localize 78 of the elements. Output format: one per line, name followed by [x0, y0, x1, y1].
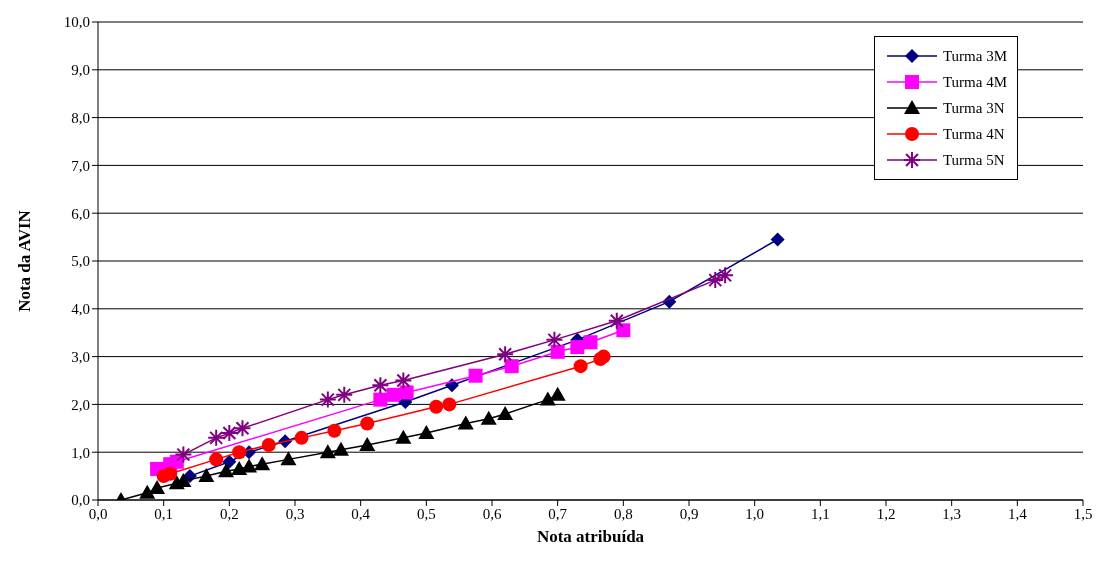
- x-tick-label: 0,2: [219, 505, 239, 522]
- point: [163, 466, 178, 481]
- point: [716, 266, 735, 285]
- x-tick-label: 1,3: [942, 505, 962, 522]
- y-tick-label: 0,0: [71, 492, 90, 509]
- point: [457, 415, 474, 430]
- y-tick-label: 6,0: [71, 205, 90, 222]
- point: [442, 397, 457, 412]
- point: [232, 445, 247, 460]
- x-tick-label: 0,7: [548, 505, 568, 522]
- point: [139, 484, 156, 499]
- x-tick-label: 1,2: [876, 505, 896, 522]
- point: [231, 460, 248, 475]
- point: [280, 451, 297, 466]
- point: [209, 452, 224, 467]
- point: [496, 345, 515, 364]
- point: [149, 480, 166, 495]
- legend-label: Turma 5N: [942, 151, 1005, 169]
- legend-label: Turma 3M: [942, 47, 1007, 65]
- x-tick-label: 1,5: [1073, 505, 1093, 522]
- x-tick-label: 0,6: [482, 505, 502, 522]
- x-tick-label: 1,4: [1007, 505, 1028, 522]
- point: [373, 392, 388, 407]
- point: [360, 416, 375, 431]
- y-tick-label: 7,0: [71, 157, 90, 174]
- point: [497, 405, 514, 420]
- point: [607, 311, 626, 330]
- point: [261, 438, 276, 453]
- y-tick-label: 2,0: [71, 396, 90, 413]
- point: [418, 425, 435, 440]
- point: [504, 359, 519, 374]
- legend-label: Turma 4M: [942, 73, 1007, 91]
- point: [770, 232, 785, 247]
- point: [706, 271, 725, 290]
- point: [294, 430, 309, 445]
- x-tick-label: 0,0: [88, 505, 108, 522]
- point: [583, 335, 598, 350]
- legend-label: Turma 3N: [942, 99, 1005, 117]
- point: [394, 371, 413, 390]
- point: [549, 386, 566, 401]
- point: [570, 340, 585, 355]
- y-axis-title: Nota da AVIN: [15, 209, 35, 312]
- y-tick-label: 4,0: [71, 301, 90, 318]
- point: [332, 441, 349, 456]
- point: [371, 376, 390, 395]
- point: [319, 444, 336, 459]
- point: [573, 359, 588, 374]
- point: [399, 385, 414, 400]
- point: [545, 330, 564, 349]
- point: [198, 468, 215, 483]
- y-tick-label: 3,0: [71, 348, 90, 365]
- x-tick-label: 0,5: [416, 505, 436, 522]
- x-axis-title: Nota atribuída: [536, 527, 645, 547]
- x-tick-label: 1,0: [745, 505, 765, 522]
- point: [327, 423, 342, 438]
- x-tick-label: 0,8: [613, 505, 633, 522]
- point: [550, 344, 565, 359]
- y-tick-label: 5,0: [71, 253, 90, 270]
- x-tick-label: 0,4: [351, 505, 371, 522]
- x-tick-label: 0,9: [679, 505, 699, 522]
- point: [254, 456, 271, 471]
- point: [539, 391, 556, 406]
- point: [241, 458, 258, 473]
- point: [480, 410, 497, 425]
- point: [359, 437, 376, 452]
- point: [429, 399, 444, 414]
- point: [395, 429, 412, 444]
- x-tick-label: 0,1: [154, 505, 174, 522]
- y-tick-label: 8,0: [71, 109, 90, 126]
- legend-label: Turma 4N: [942, 125, 1005, 143]
- point: [174, 445, 193, 464]
- y-tick-label: 10,0: [63, 14, 90, 31]
- point: [468, 368, 483, 383]
- y-tick-label: 9,0: [71, 62, 90, 79]
- y-tick-label: 1,0: [71, 444, 90, 461]
- x-tick-label: 0,3: [285, 505, 305, 522]
- point: [218, 463, 235, 478]
- x-tick-label: 1,1: [810, 505, 830, 522]
